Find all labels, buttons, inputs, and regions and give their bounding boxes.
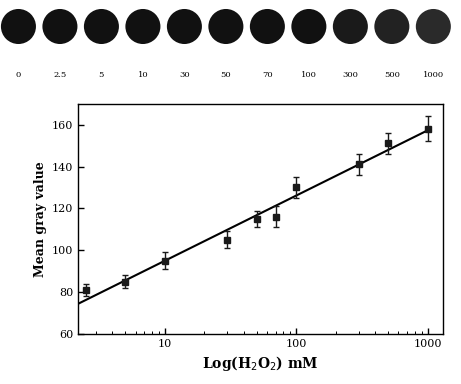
Text: 0: 0 <box>16 71 21 79</box>
Ellipse shape <box>374 9 409 44</box>
Text: 100: 100 <box>301 71 317 79</box>
Ellipse shape <box>250 9 285 44</box>
Ellipse shape <box>333 9 368 44</box>
Text: 500: 500 <box>384 71 400 79</box>
Ellipse shape <box>125 9 160 44</box>
Text: 300: 300 <box>343 71 358 79</box>
Ellipse shape <box>208 9 243 44</box>
Ellipse shape <box>1 9 36 44</box>
Ellipse shape <box>84 9 119 44</box>
Text: 70: 70 <box>262 71 273 79</box>
Text: 5: 5 <box>99 71 104 79</box>
Y-axis label: Mean gray value: Mean gray value <box>34 161 47 277</box>
Text: 10: 10 <box>137 71 148 79</box>
Ellipse shape <box>42 9 77 44</box>
Text: 1000: 1000 <box>423 71 444 79</box>
Text: 50: 50 <box>220 71 231 79</box>
Ellipse shape <box>167 9 202 44</box>
X-axis label: Log(H$_2$O$_2$) mM: Log(H$_2$O$_2$) mM <box>202 354 319 374</box>
Text: 2.5: 2.5 <box>53 71 66 79</box>
Ellipse shape <box>291 9 326 44</box>
Ellipse shape <box>416 9 451 44</box>
Text: 30: 30 <box>179 71 190 79</box>
